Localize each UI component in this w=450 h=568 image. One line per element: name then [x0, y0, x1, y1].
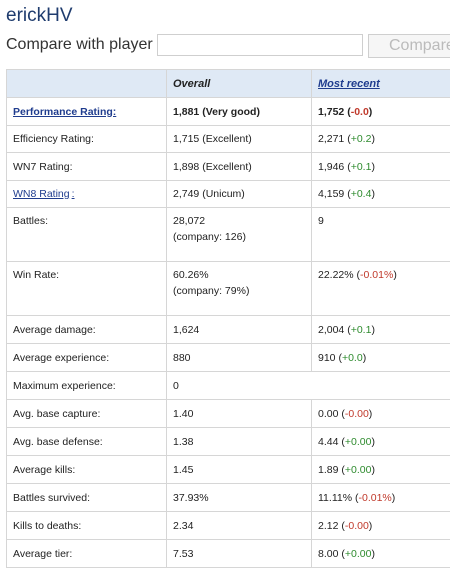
recent-value: 0.00 (-0.00) — [312, 400, 450, 428]
overall-subvalue: (company: 79%) — [173, 285, 311, 297]
row-label: Battles: — [7, 208, 167, 262]
recent-delta: +0.00 — [345, 436, 372, 448]
recent-delta: -0.01% — [360, 269, 393, 281]
recent-delta: +0.0 — [342, 352, 363, 364]
overall-value: 1.45 — [167, 456, 312, 484]
recent-value: 1,946 (+0.1) — [312, 153, 450, 181]
most-recent-link[interactable]: Most recent — [318, 78, 380, 90]
header-blank-cell — [7, 70, 167, 98]
overall-value: 28,072(company: 126) — [167, 208, 312, 262]
table-row: Average kills: 1.45 1.89 (+0.00) — [7, 456, 450, 484]
overall-value: 880 — [167, 344, 312, 372]
recent-value: 1.89 (+0.00) — [312, 456, 450, 484]
row-label: Win Rate: — [7, 262, 167, 316]
recent-value: 8.00 (+0.00) — [312, 540, 450, 568]
row-label: Maximum experience: — [7, 372, 167, 400]
recent-value: 2,271 (+0.2) — [312, 126, 450, 153]
overall-value: 1.38 — [167, 428, 312, 456]
recent-delta: +0.2 — [351, 133, 372, 145]
recent-value: 910 (+0.0) — [312, 344, 450, 372]
overall-value: 2,749 (Unicum) — [167, 181, 312, 208]
overall-value: 7.53 — [167, 540, 312, 568]
stats-table: Overall Most recent Performance Rating: … — [6, 69, 450, 568]
recent-delta: +0.1 — [351, 161, 372, 173]
table-row: Battles survived: 37.93% 11.11% (-0.01%) — [7, 484, 450, 512]
recent-value: 9 — [312, 208, 450, 262]
compare-player-input[interactable] — [157, 34, 363, 56]
row-label: Average experience: — [7, 344, 167, 372]
table-row: Win Rate: 60.26%(company: 79%) 22.22% (-… — [7, 262, 450, 316]
table-row: Kills to deaths: 2.34 2.12 (-0.00) — [7, 512, 450, 540]
table-row: Avg. base capture: 1.40 0.00 (-0.00) — [7, 400, 450, 428]
table-row: Average tier: 7.53 8.00 (+0.00) — [7, 540, 450, 568]
wn8-rating-link[interactable]: WN8 Rating — [13, 188, 70, 200]
recent-delta: +0.00 — [345, 548, 372, 560]
row-label: Efficiency Rating: — [7, 126, 167, 153]
overall-subvalue: (company: 126) — [173, 231, 311, 243]
recent-value: 1,752 (-0.0) — [312, 98, 450, 126]
table-row: Performance Rating: 1,881 (Very good) 1,… — [7, 98, 450, 126]
table-row: Maximum experience: 0 — [7, 372, 450, 400]
recent-value: 22.22% (-0.01%) — [312, 262, 450, 316]
recent-delta: -0.00 — [345, 520, 369, 532]
row-label: Average kills: — [7, 456, 167, 484]
table-row: WN8 Rating: 2,749 (Unicum) 4,159 (+0.4) — [7, 181, 450, 208]
overall-value: 1.40 — [167, 400, 312, 428]
row-label[interactable]: WN8 Rating: — [7, 181, 167, 208]
overall-value: 2.34 — [167, 512, 312, 540]
recent-value: 2,004 (+0.1) — [312, 316, 450, 344]
overall-value: 1,624 — [167, 316, 312, 344]
overall-value: 0 — [167, 372, 450, 400]
recent-value: 4,159 (+0.4) — [312, 181, 450, 208]
table-row: Average damage: 1,624 2,004 (+0.1) — [7, 316, 450, 344]
table-row: Avg. base defense: 1.38 4.44 (+0.00) — [7, 428, 450, 456]
row-label: Battles survived: — [7, 484, 167, 512]
header-most-recent[interactable]: Most recent — [312, 70, 450, 98]
overall-value: 1,715 (Excellent) — [167, 126, 312, 153]
row-label: Avg. base defense: — [7, 428, 167, 456]
overall-value: 1,898 (Excellent) — [167, 153, 312, 181]
compare-button[interactable]: Compare — [368, 34, 450, 58]
row-label: WN7 Rating: — [7, 153, 167, 181]
recent-delta: -0.00 — [345, 408, 369, 420]
compare-label: Compare with player — [6, 36, 153, 54]
row-label: Kills to deaths: — [7, 512, 167, 540]
table-row: Battles: 28,072(company: 126) 9 — [7, 208, 450, 262]
recent-delta: -0.01% — [358, 492, 391, 504]
player-name: erickHV — [6, 5, 73, 27]
row-label: Average tier: — [7, 540, 167, 568]
performance-rating-link[interactable]: Performance Rating: — [13, 106, 116, 118]
row-label[interactable]: Performance Rating: — [7, 98, 167, 126]
recent-delta: +0.1 — [351, 324, 372, 336]
recent-delta: -0.0 — [351, 106, 369, 118]
recent-delta: +0.00 — [345, 464, 372, 476]
overall-value: 1,881 (Very good) — [167, 98, 312, 126]
compare-player-form: Compare with player Compare — [0, 34, 450, 58]
recent-value: 11.11% (-0.01%) — [312, 484, 450, 512]
table-row: WN7 Rating: 1,898 (Excellent) 1,946 (+0.… — [7, 153, 450, 181]
row-label: Average damage: — [7, 316, 167, 344]
overall-value: 60.26%(company: 79%) — [167, 262, 312, 316]
row-label: Avg. base capture: — [7, 400, 167, 428]
table-row: Average experience: 880 910 (+0.0) — [7, 344, 450, 372]
recent-value: 4.44 (+0.00) — [312, 428, 450, 456]
recent-delta: +0.4 — [351, 188, 372, 200]
table-header-row: Overall Most recent — [7, 70, 450, 98]
recent-value: 2.12 (-0.00) — [312, 512, 450, 540]
table-row: Efficiency Rating: 1,715 (Excellent) 2,2… — [7, 126, 450, 153]
overall-value: 37.93% — [167, 484, 312, 512]
header-overall: Overall — [167, 70, 312, 98]
